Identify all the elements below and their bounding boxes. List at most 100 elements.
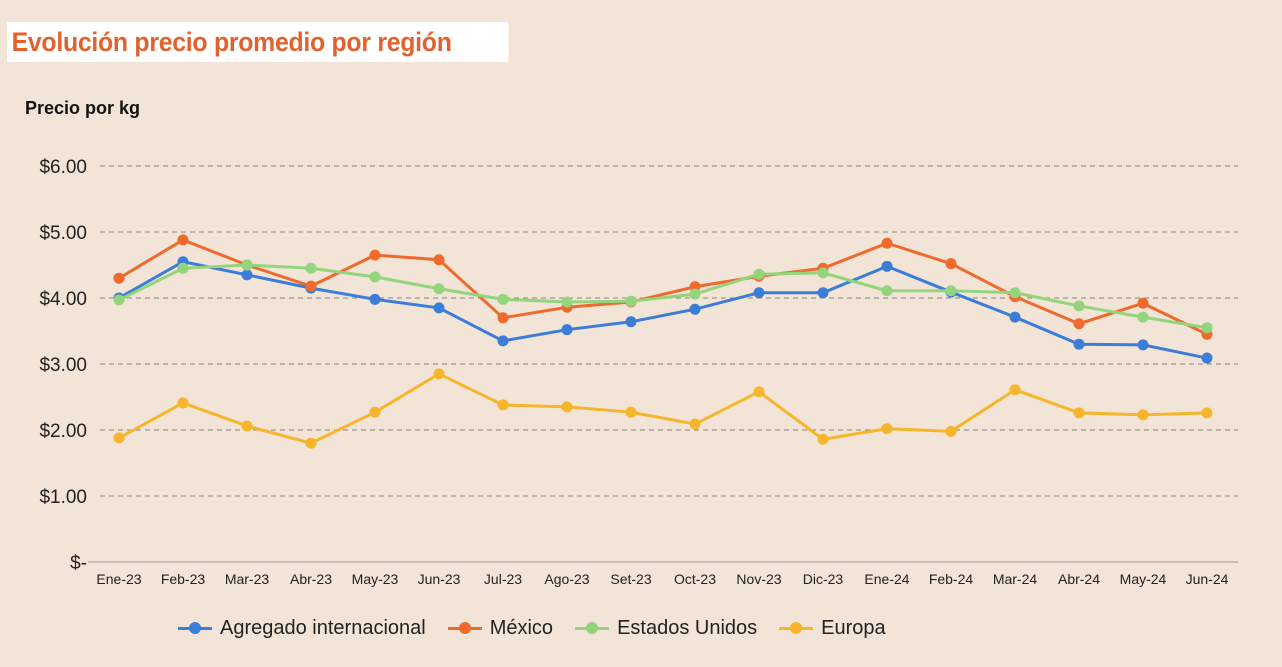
- data-point: [689, 288, 701, 300]
- y-axis-label: Precio por kg: [25, 98, 141, 118]
- x-tick-label: Ago-23: [544, 571, 589, 587]
- data-point: [369, 293, 381, 305]
- data-point: [433, 283, 445, 295]
- data-point: [241, 269, 253, 281]
- legend: Agregado internacional México Estados Unid…: [178, 617, 886, 640]
- data-point: [1009, 311, 1021, 323]
- series-line-3: [118, 372, 1208, 445]
- data-point: [817, 433, 829, 445]
- data-point: [945, 285, 957, 297]
- data-point: [689, 418, 701, 430]
- data-point: [753, 386, 765, 398]
- x-tick-label: Mar-24: [993, 571, 1038, 587]
- x-tick-label: Dic-23: [803, 571, 844, 587]
- y-tick-label: $-: [70, 553, 87, 574]
- legend-marker-icon: [178, 622, 212, 634]
- data-point: [1137, 311, 1149, 323]
- x-tick-label: Feb-23: [161, 571, 206, 587]
- x-tick-label: Set-23: [610, 571, 651, 587]
- data-point: [881, 285, 893, 297]
- data-point: [945, 258, 957, 270]
- data-point: [113, 272, 125, 284]
- data-point: [113, 294, 125, 306]
- data-point: [561, 296, 573, 308]
- x-tick-label: Mar-23: [225, 571, 270, 587]
- data-point: [241, 259, 253, 271]
- legend-marker-icon: [779, 622, 814, 634]
- x-tick-label: May-24: [1120, 571, 1167, 587]
- y-tick-label: $2.00: [39, 421, 87, 442]
- data-point: [433, 302, 445, 314]
- data-point: [369, 271, 381, 283]
- legend-label: Agregado internacional: [220, 617, 426, 639]
- data-point: [625, 406, 637, 418]
- y-tick-label: $6.00: [39, 157, 87, 178]
- data-point: [305, 437, 317, 449]
- data-point: [369, 406, 381, 418]
- data-point: [177, 262, 189, 274]
- data-point: [177, 234, 189, 246]
- data-point: [625, 316, 637, 328]
- data-point: [113, 432, 125, 444]
- data-point: [625, 295, 637, 307]
- x-tick-label: Abr-23: [290, 571, 332, 587]
- data-point: [305, 262, 317, 274]
- data-point: [689, 303, 701, 315]
- data-point: [1137, 409, 1149, 421]
- data-point: [817, 267, 829, 279]
- data-point: [497, 399, 509, 411]
- data-point: [433, 368, 445, 380]
- x-tick-label: Jun-24: [1186, 571, 1229, 587]
- x-tick-label: Ene-24: [864, 571, 909, 587]
- x-tick-label: May-23: [352, 571, 399, 587]
- data-point: [881, 260, 893, 272]
- data-point: [369, 249, 381, 261]
- data-point: [1073, 318, 1085, 330]
- legend-item: México: [447, 617, 554, 640]
- data-point: [1201, 352, 1213, 364]
- x-tick-label: Ene-23: [96, 571, 141, 587]
- chart-title: Evolución precio promedio por región: [7, 22, 509, 62]
- x-tick-label: Jun-23: [418, 571, 461, 587]
- y-tick-label: $3.00: [39, 355, 87, 376]
- data-point: [497, 293, 509, 305]
- legend-item: Agregado internacional: [178, 617, 426, 640]
- data-point: [305, 280, 317, 292]
- y-tick-label: $1.00: [39, 487, 87, 508]
- data-point: [881, 423, 893, 435]
- x-tick-label: Feb-24: [929, 571, 974, 587]
- y-tick-label: $5.00: [39, 223, 87, 244]
- data-point: [1073, 407, 1085, 419]
- data-point: [1073, 300, 1085, 312]
- legend-label: México: [489, 617, 554, 639]
- series-line-2: [118, 263, 1208, 330]
- series-line-0: [118, 260, 1208, 360]
- x-tick-label: Abr-24: [1058, 571, 1100, 587]
- data-point: [1137, 297, 1149, 309]
- legend-label: Europa: [821, 617, 886, 639]
- data-point: [1073, 338, 1085, 350]
- y-tick-label: $4.00: [39, 289, 87, 310]
- legend-item: Europa: [779, 617, 886, 640]
- data-point: [433, 254, 445, 266]
- legend-marker-icon: [447, 622, 482, 634]
- data-point: [497, 312, 509, 324]
- legend-label: Estados Unidos: [617, 617, 758, 639]
- data-point: [177, 397, 189, 409]
- data-point: [497, 335, 509, 347]
- data-point: [1201, 322, 1213, 334]
- data-point: [1137, 339, 1149, 351]
- x-tick-label: Oct-23: [674, 571, 716, 587]
- data-point: [561, 324, 573, 336]
- legend-item: Estados Unidos: [575, 617, 757, 640]
- data-point: [241, 420, 253, 432]
- data-point: [1201, 407, 1213, 419]
- data-point: [881, 237, 893, 249]
- data-point: [753, 287, 765, 299]
- x-tick-label: Jul-23: [484, 571, 522, 587]
- legend-marker-icon: [575, 622, 610, 634]
- data-point: [817, 287, 829, 299]
- data-point: [1009, 287, 1021, 299]
- x-tick-label: Nov-23: [736, 571, 781, 587]
